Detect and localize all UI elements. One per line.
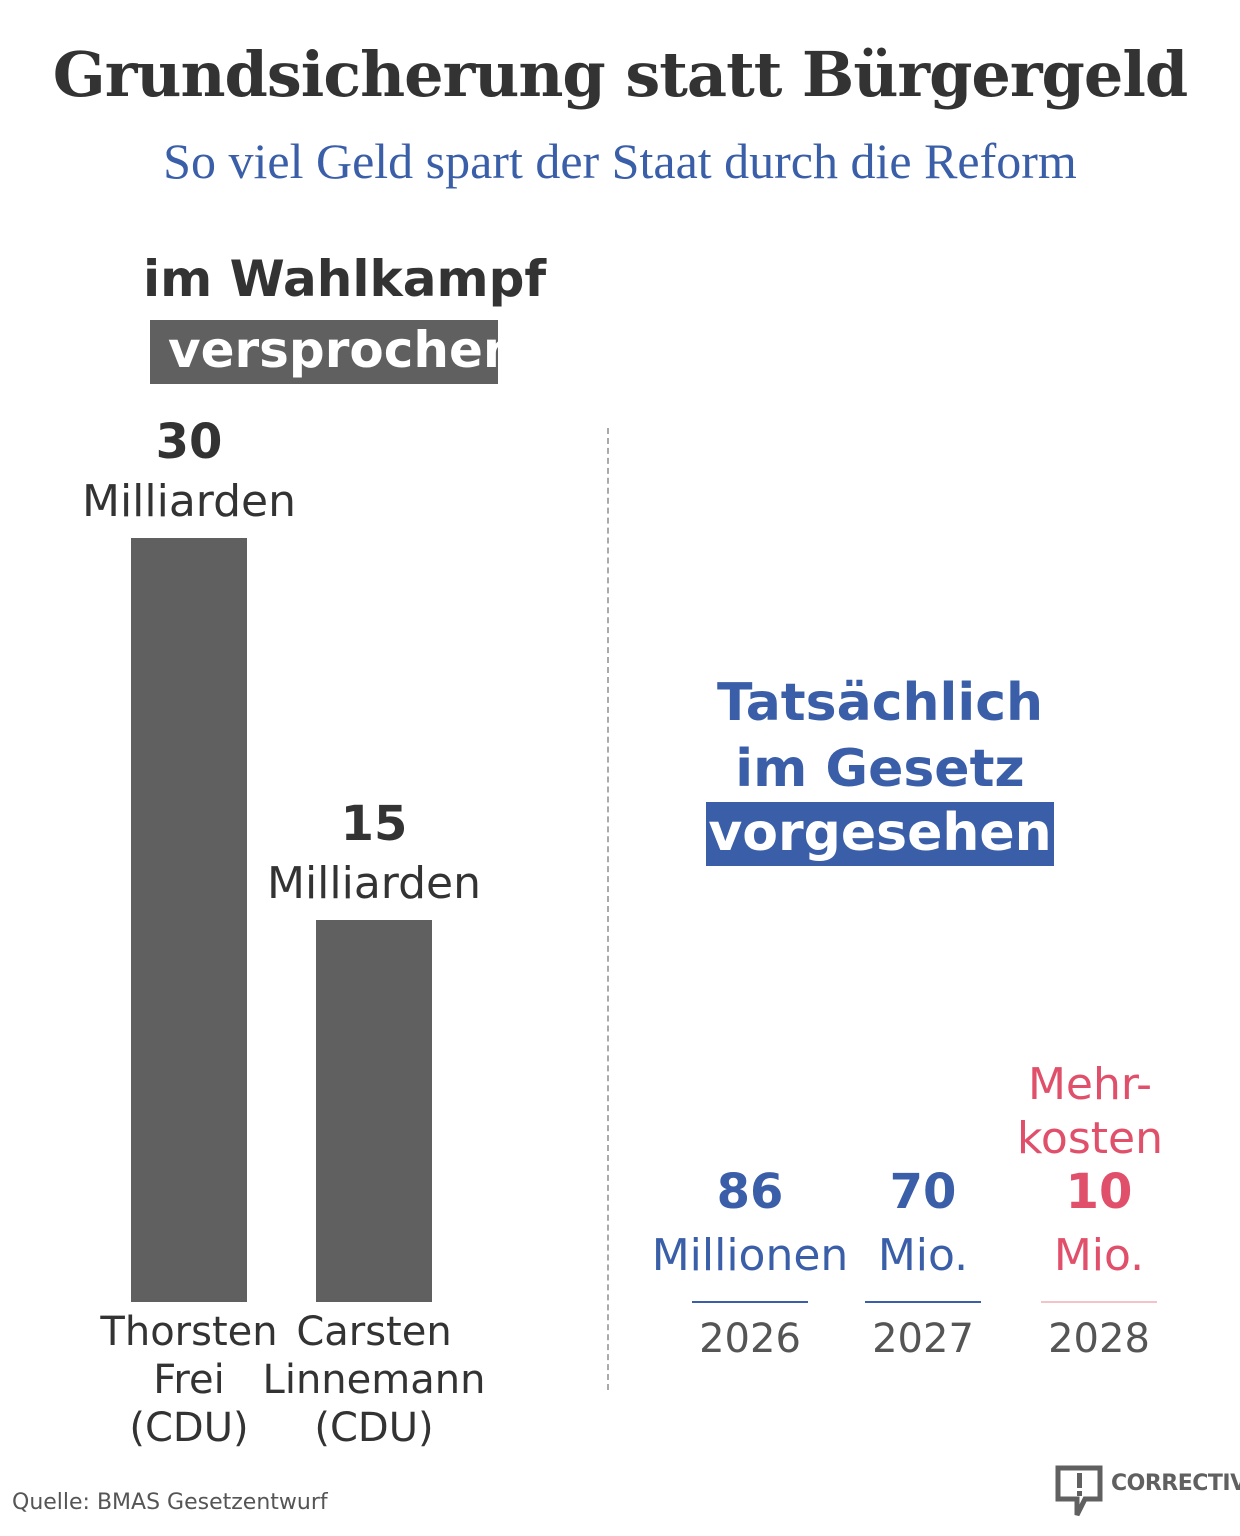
right-heading-line1: Tatsächlich bbox=[716, 673, 1044, 733]
bar-unit-label: Mio. bbox=[877, 1230, 969, 1281]
bar bbox=[316, 920, 432, 1302]
category-label: (CDU) bbox=[129, 1405, 249, 1451]
right-heading-highlight: vorgesehen bbox=[706, 802, 1054, 866]
right-heading-line2: im Gesetz bbox=[735, 739, 1025, 799]
bar-value-label: 70 bbox=[889, 1164, 957, 1220]
speech-bubble-exclamation-icon bbox=[1055, 1465, 1103, 1517]
left-heading: im Wahlkampf bbox=[143, 250, 547, 308]
chart-title: Grundsicherung statt Bürgergeld bbox=[52, 38, 1189, 111]
left-heading-highlight-text: versprochen bbox=[168, 321, 519, 379]
mehrkosten-line1: Mehr- bbox=[1027, 1059, 1153, 1110]
bar bbox=[692, 1301, 808, 1304]
mehrkosten-line2: kosten bbox=[1017, 1113, 1163, 1164]
bar bbox=[865, 1301, 981, 1303]
correctiv-logo: CORRECTIV bbox=[1055, 1465, 1240, 1523]
category-label: Carsten bbox=[296, 1309, 452, 1355]
category-label: Frei bbox=[153, 1357, 225, 1403]
category-label: (CDU) bbox=[314, 1405, 434, 1451]
year-label: 2026 bbox=[699, 1316, 801, 1362]
divider bbox=[607, 428, 609, 1390]
bar-value-label: 10 bbox=[1065, 1164, 1133, 1220]
bar-unit-label: Millionen bbox=[651, 1230, 849, 1281]
bar-unit-label: Mio. bbox=[1053, 1230, 1145, 1281]
bar-unit-label: Milliarden bbox=[81, 476, 297, 527]
logo-text: CORRECTIV bbox=[1111, 1471, 1240, 1496]
bar-value-label: 15 bbox=[340, 796, 408, 852]
chart-subtitle: So viel Geld spart der Staat durch die R… bbox=[163, 133, 1077, 189]
category-label: Linnemann bbox=[262, 1357, 486, 1403]
source-note: Quelle: BMAS Gesetzentwurf bbox=[12, 1490, 328, 1515]
year-label: 2028 bbox=[1048, 1316, 1150, 1362]
bar bbox=[1041, 1301, 1157, 1303]
bar bbox=[131, 538, 247, 1302]
category-label: Thorsten bbox=[100, 1309, 278, 1355]
left-heading-highlight: versprochen bbox=[150, 320, 518, 384]
bar-value-label: 30 bbox=[155, 414, 223, 470]
year-label: 2027 bbox=[872, 1316, 974, 1362]
bar-value-label: 86 bbox=[716, 1164, 784, 1220]
bar-unit-label: Milliarden bbox=[266, 858, 482, 909]
